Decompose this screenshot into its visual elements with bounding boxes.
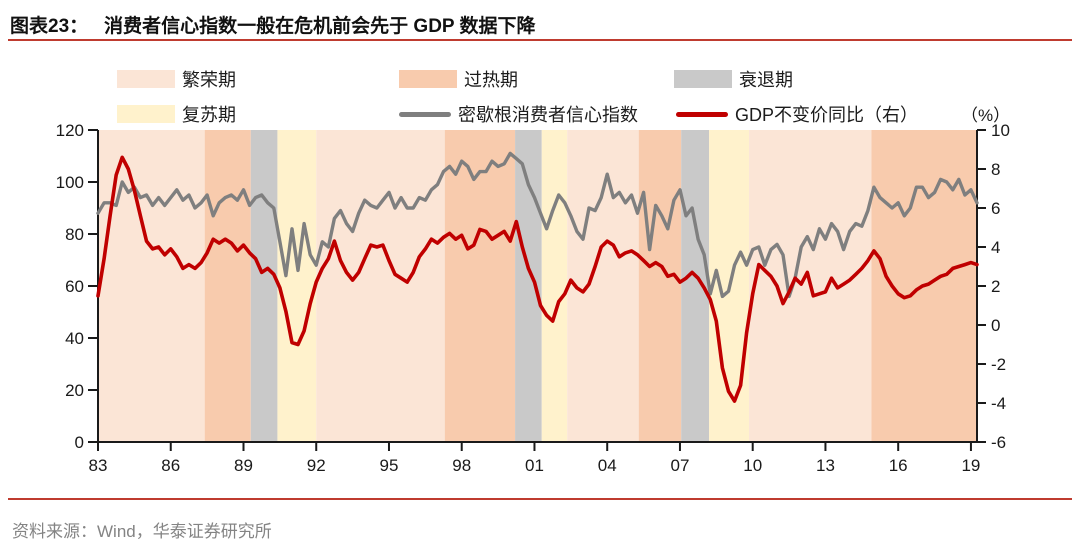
legend-label-overheat: 过热期 [464, 70, 518, 90]
phase-band-recovery [277, 130, 317, 442]
right-axis-tick-label: 6 [991, 199, 1000, 218]
left-axis-tick-label: 80 [65, 225, 84, 244]
right-axis-tick-label: 10 [991, 121, 1010, 140]
prosperity-swatch [117, 70, 175, 88]
figure-number: 图表23： [10, 16, 89, 37]
phase-band-overheat [204, 130, 251, 442]
legend-label-gdp: GDP不变价同比（右） [735, 105, 919, 125]
right-axis-tick-label: -2 [991, 355, 1006, 374]
gdp-line [96, 155, 979, 403]
x-axis-tick-label: 10 [743, 456, 762, 475]
legend-label-prosperity: 繁荣期 [182, 70, 236, 90]
right-axis-tick-label: 4 [991, 238, 1000, 257]
right-axis-tick-label: 8 [991, 160, 1000, 179]
right-axis-unit: （%） [961, 106, 1011, 125]
sentiment-line [96, 151, 979, 299]
right-axis-tick-label: 2 [991, 277, 1000, 296]
phase-band-overheat [444, 130, 516, 442]
phase-band-prosperity [316, 130, 445, 442]
phase-band-recession [515, 130, 542, 442]
legend-label-recession: 衰退期 [739, 70, 793, 90]
x-axis-tick-label: 04 [598, 456, 617, 475]
left-axis-tick-label: 120 [56, 121, 84, 140]
figure-title: 图表23： 消费者信心指数一般在危机前会先于 GDP 数据下降 [10, 11, 536, 38]
recovery-swatch [117, 105, 175, 123]
x-axis-tick-label: 83 [89, 456, 108, 475]
left-axis-tick-label: 20 [65, 381, 84, 400]
overheat-swatch [399, 70, 457, 88]
legend-item-recovery: 复苏期 [117, 103, 236, 125]
x-axis-tick-label: 95 [380, 456, 399, 475]
legend-item-overheat: 过热期 [399, 68, 518, 90]
source-note: 资料来源：Wind，华泰证券研究所 [12, 522, 272, 541]
x-axis-tick-label: 86 [161, 456, 180, 475]
left-axis-tick-label: 60 [65, 277, 84, 296]
x-axis-tick-label: 19 [961, 456, 980, 475]
phase-band-prosperity [567, 130, 639, 442]
legend-label-sentiment: 密歇根消费者信心指数 [458, 105, 638, 125]
legend-item-sentiment: 密歇根消费者信心指数 [399, 103, 638, 125]
legend-label-recovery: 复苏期 [182, 105, 236, 125]
x-axis-tick-label: 07 [670, 456, 689, 475]
right-axis-tick-label: -6 [991, 433, 1006, 452]
x-axis-tick-label: 01 [525, 456, 544, 475]
left-axis-tick-label: 0 [75, 433, 84, 452]
x-axis-tick-label: 98 [452, 456, 471, 475]
gdp-line-swatch [676, 111, 728, 117]
x-axis-tick-label: 89 [234, 456, 253, 475]
phase-band-recovery [541, 130, 568, 442]
figure-title-text: 消费者信心指数一般在危机前会先于 GDP 数据下降 [104, 16, 536, 37]
sentiment-line-swatch [399, 111, 451, 117]
phase-band-prosperity [98, 130, 205, 442]
recession-swatch [674, 70, 732, 88]
legend-item-gdp: GDP不变价同比（右） [676, 103, 918, 125]
x-axis-tick-label: 92 [307, 456, 326, 475]
title-divider [8, 39, 1072, 41]
right-axis-tick-label: -4 [991, 394, 1006, 413]
phase-band-recession [250, 130, 278, 442]
left-axis-tick-label: 100 [56, 173, 84, 192]
footer-divider [8, 498, 1072, 500]
legend-item-recession: 衰退期 [674, 68, 793, 90]
x-axis-tick-label: 16 [889, 456, 908, 475]
phase-band-overheat [638, 130, 682, 442]
right-axis-tick-label: 0 [991, 316, 1000, 335]
legend-item-prosperity: 繁荣期 [117, 68, 236, 90]
x-axis-tick-label: 13 [816, 456, 835, 475]
left-axis-tick-label: 40 [65, 329, 84, 348]
